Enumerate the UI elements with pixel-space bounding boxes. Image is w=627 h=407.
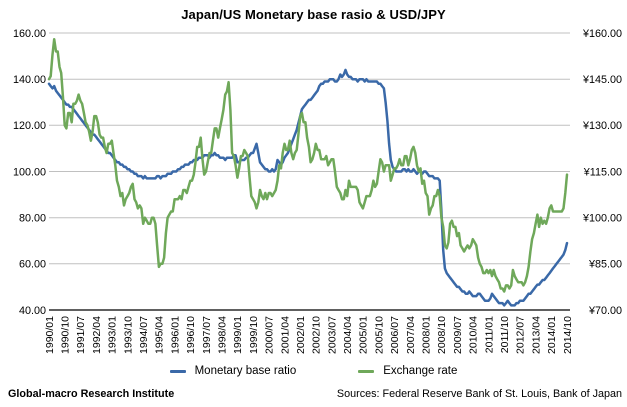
x-axis-tick-label: 2002/01 xyxy=(295,316,307,354)
x-axis-tick-label: 2009/07 xyxy=(452,316,464,354)
x-axis-tick-label: 2000/07 xyxy=(264,316,276,354)
x-axis-tick-label: 1993/10 xyxy=(122,316,134,354)
x-axis-tick-label: 1997/07 xyxy=(201,316,213,354)
x-axis-tick-label: 2001/04 xyxy=(279,316,291,354)
legend-item-monetary-base-ratio: Monetary base ratio xyxy=(169,365,297,377)
x-axis-tick-label: 1990/01 xyxy=(44,316,56,354)
x-axis-tick-label: 1991/07 xyxy=(75,316,87,354)
x-axis-tick-label: 2014/01 xyxy=(546,316,558,354)
x-axis-tick-label: 1990/10 xyxy=(60,316,72,354)
x-axis-tick-label: 1993/01 xyxy=(107,316,119,354)
x-axis-tick-label: 1996/10 xyxy=(185,316,197,354)
x-axis-tick-label: 2010/04 xyxy=(468,316,480,354)
y-axis-right-tick-label: ¥160.00 xyxy=(582,28,622,40)
x-axis-tick-label: 2005/10 xyxy=(373,316,385,354)
x-axis-tick-label: 2006/07 xyxy=(389,316,401,354)
x-axis-tick-label: 2008/01 xyxy=(421,316,433,354)
y-axis-right-tick-label: ¥115.00 xyxy=(583,166,622,178)
x-axis-tick-label: 2007/04 xyxy=(405,316,417,354)
x-axis-tick-label: 2008/10 xyxy=(436,316,448,354)
x-axis-tick-label: 1996/01 xyxy=(169,316,181,354)
y-axis-left-tick-label: 40.00 xyxy=(19,305,46,317)
chart-title: Japan/US Monetary base rasio & USD/JPY xyxy=(181,7,446,22)
footer-sources: Sources: Federal Reserve Bank of St. Lou… xyxy=(336,388,622,400)
x-axis-tick-label: 2003/07 xyxy=(326,316,338,354)
y-axis-right-tick-label: ¥100.00 xyxy=(582,213,622,225)
x-axis-tick-label: 1999/01 xyxy=(232,316,244,354)
series-line-monetary-base-ratio xyxy=(47,68,569,307)
x-axis-tick-label: 2004/04 xyxy=(342,316,354,354)
y-axis-left-tick-label: 80.00 xyxy=(19,213,46,225)
x-axis-tick-label: 1992/04 xyxy=(91,316,103,354)
legend-swatch-exchange-rate xyxy=(358,369,375,373)
x-axis-tick-label: 2011/01 xyxy=(483,316,495,353)
x-axis-tick-label: 1999/10 xyxy=(248,316,260,354)
y-axis-left-tick-label: 160.00 xyxy=(13,28,46,40)
series-line-exchange-rate xyxy=(47,37,569,293)
x-axis-tick-label: 2013/04 xyxy=(530,316,542,354)
y-axis-right-tick-label: ¥130.00 xyxy=(582,120,622,132)
y-axis-right-tick-label: ¥70.00 xyxy=(588,305,622,317)
legend-item-exchange-rate: Exchange rate xyxy=(358,365,457,377)
y-axis-left-tick-label: 60.00 xyxy=(19,259,46,271)
legend-label-monetary-base-ratio: Monetary base ratio xyxy=(194,365,297,377)
x-axis-tick-label: 2012/07 xyxy=(515,316,527,354)
x-axis-tick-label: 2005/01 xyxy=(358,316,370,354)
x-axis-tick-label: 2011/10 xyxy=(499,316,511,353)
x-axis-tick-label: 2002/10 xyxy=(311,316,323,354)
legend-swatch-monetary-base-ratio xyxy=(169,369,186,373)
y-axis-right-tick-label: ¥85.00 xyxy=(588,259,622,271)
y-axis-left-tick-label: 140.00 xyxy=(13,74,46,86)
chart-legend: Monetary base ratio Exchange rate xyxy=(0,362,627,380)
y-axis-left-tick-label: 120.00 xyxy=(13,120,46,132)
legend-label-exchange-rate: Exchange rate xyxy=(383,365,458,377)
y-axis-left-tick-label: 100.00 xyxy=(13,166,46,178)
chart-footer: Global-macro Research Institute Sources:… xyxy=(0,388,627,404)
y-axis-right-tick-label: ¥145.00 xyxy=(582,74,622,86)
x-axis-tick-label: 1998/04 xyxy=(217,316,229,354)
x-axis-tick-label: 2014/10 xyxy=(562,316,574,354)
footer-attribution: Global-macro Research Institute xyxy=(8,388,175,400)
x-axis-tick-label: 1995/04 xyxy=(154,316,166,354)
x-axis-tick-label: 1994/07 xyxy=(138,316,150,354)
